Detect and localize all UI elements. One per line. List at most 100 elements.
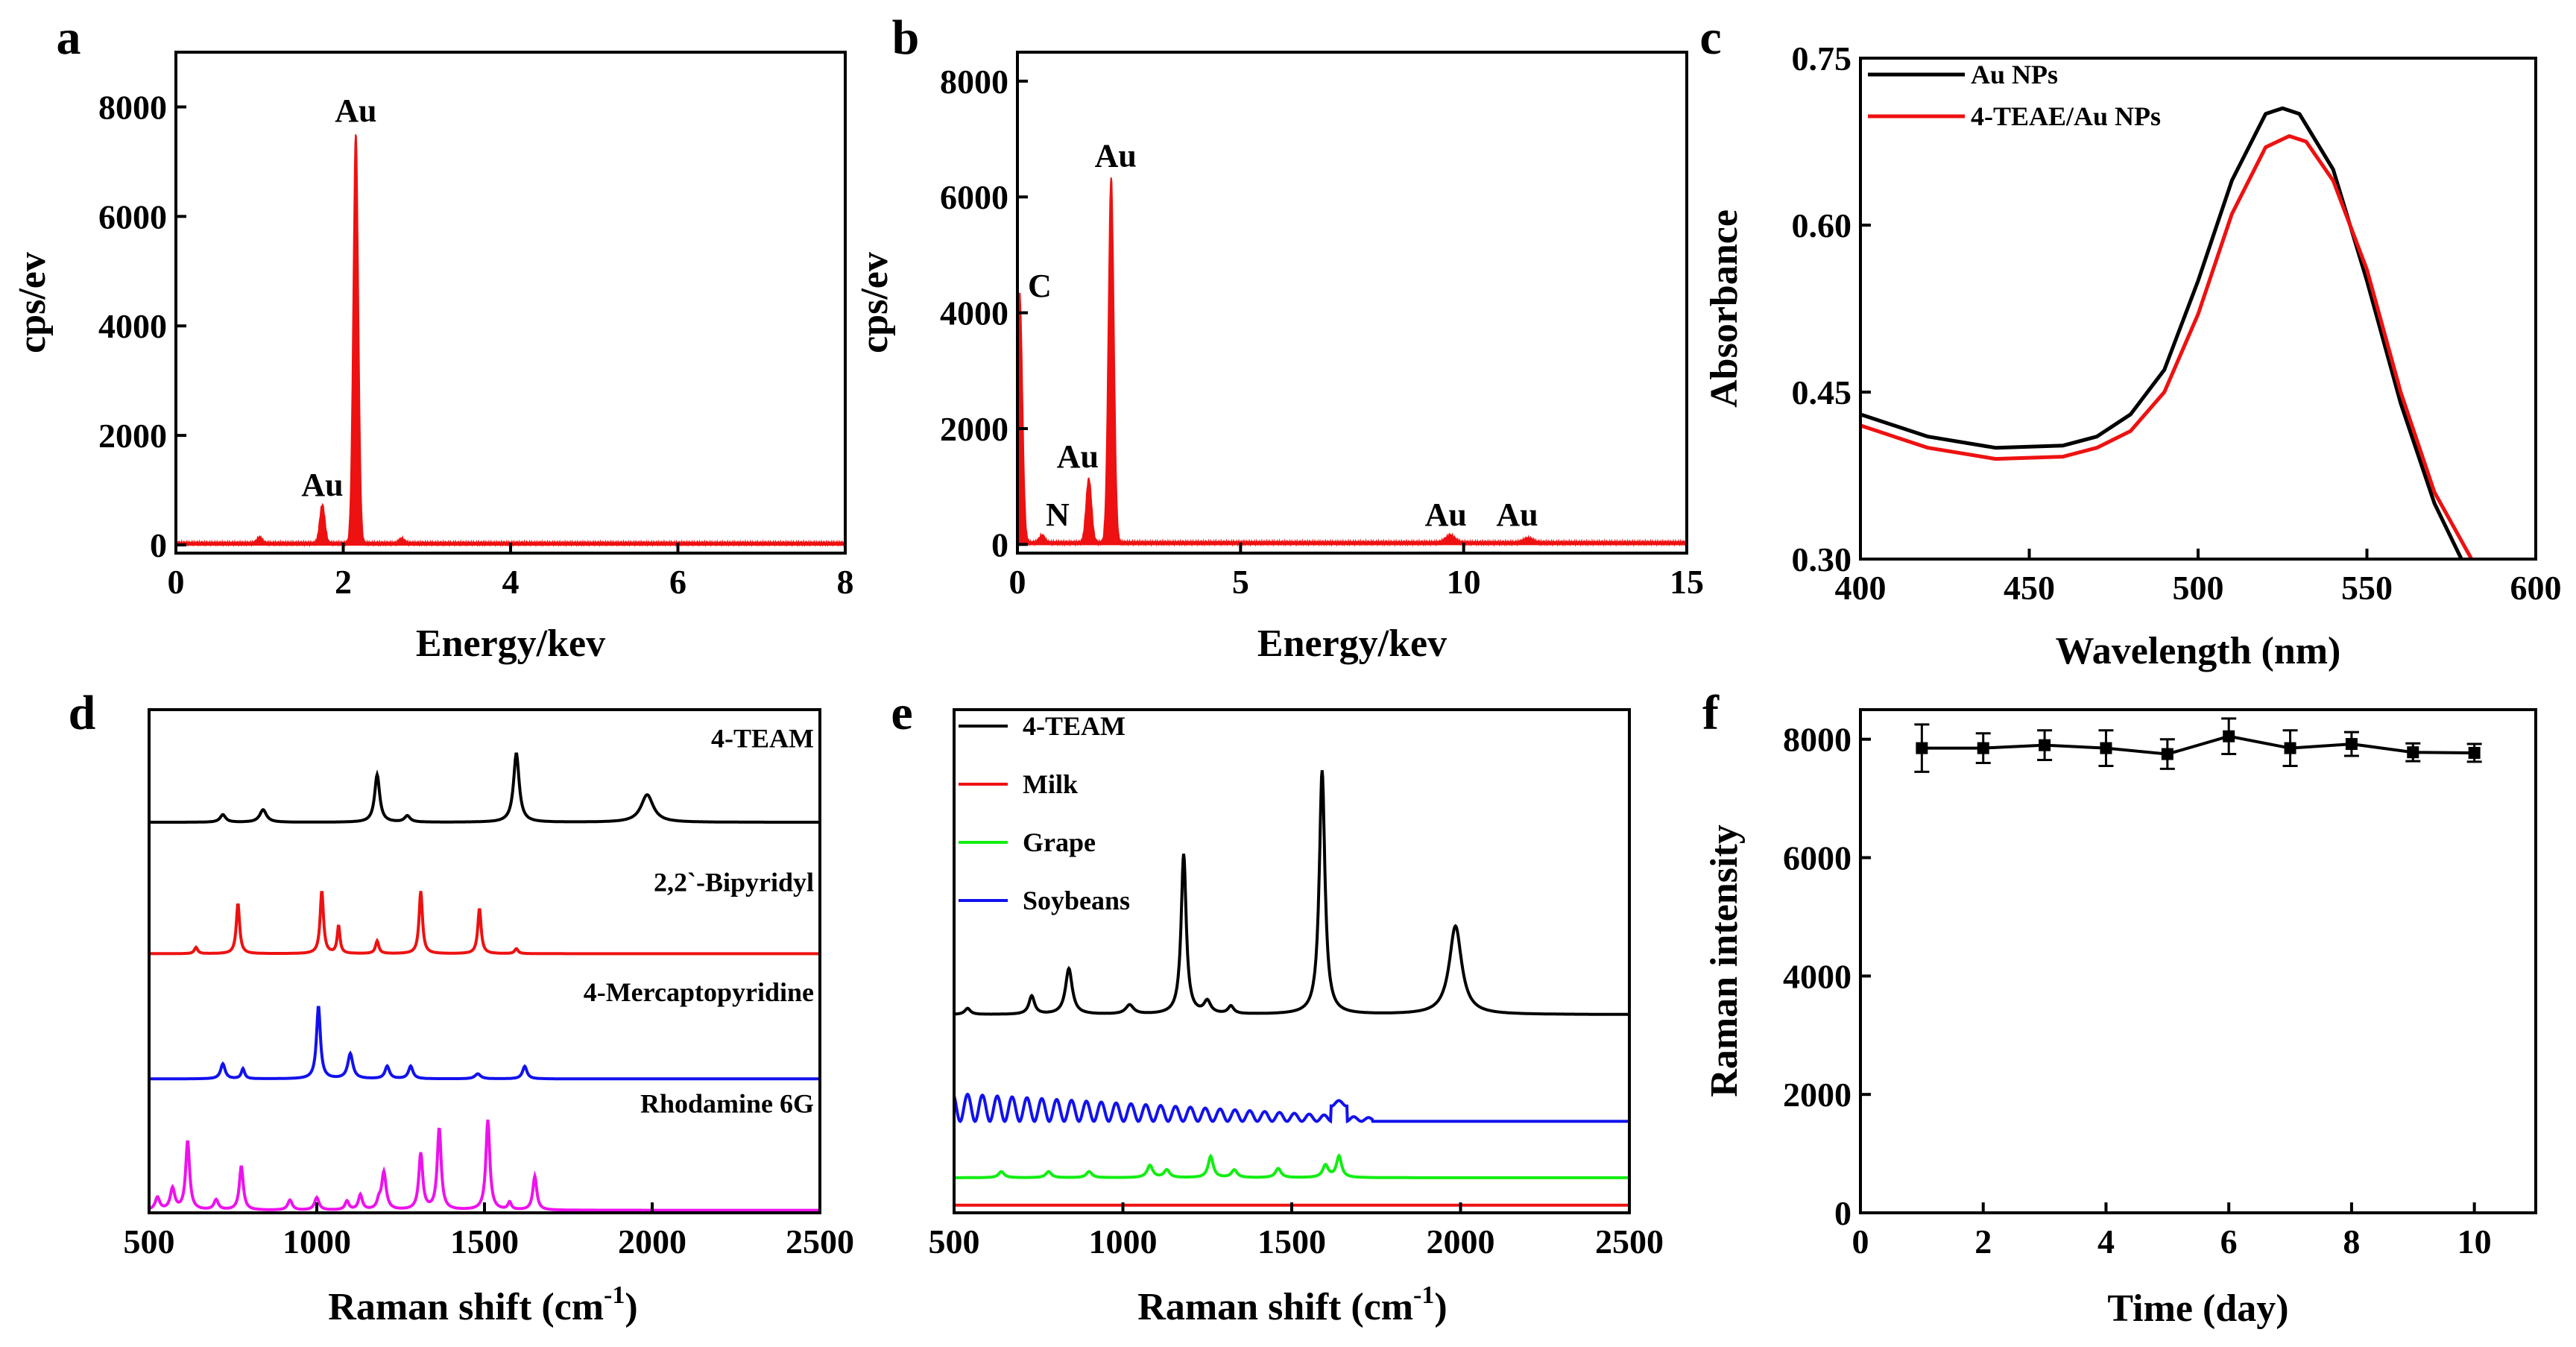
x-tick-label: 2000 bbox=[618, 1223, 686, 1261]
panel-label-b: b bbox=[892, 10, 920, 65]
x-tick-label: 600 bbox=[2510, 569, 2562, 607]
data-point bbox=[2345, 738, 2358, 751]
spectrum-line bbox=[148, 1119, 820, 1212]
plot-frame-e bbox=[953, 708, 1631, 1214]
x-tick-label: 5 bbox=[1232, 563, 1249, 601]
x-tick-label: 2500 bbox=[1595, 1223, 1664, 1261]
x-tick-label: 2 bbox=[1974, 1223, 1992, 1261]
legend-label: 4-TEAM bbox=[1023, 711, 1126, 741]
y-tick-label: 0.30 bbox=[1792, 540, 1852, 578]
spectrum-line bbox=[953, 770, 1629, 1016]
y-axis-label-c: Absorbance bbox=[1703, 209, 1746, 408]
spectrum-label: 4-TEAM bbox=[711, 723, 814, 753]
peak-annotation: N bbox=[1046, 496, 1070, 533]
y-tick-label: 4000 bbox=[940, 294, 1008, 332]
panel-label-c: c bbox=[1699, 10, 1721, 65]
y-tick-label: 8000 bbox=[940, 63, 1008, 101]
panel-f: f 0 2 4 6 8 10 0 2000 4000 6000 8000 Time (day) Ra… bbox=[1702, 686, 2537, 1330]
x-tick-label: 0 bbox=[168, 563, 185, 601]
legend-label: Soybeans bbox=[1023, 886, 1130, 915]
y-axis-label-a: cps/ev bbox=[11, 252, 54, 353]
spectrum-line bbox=[953, 1092, 1629, 1124]
panel-label-a: a bbox=[57, 10, 81, 65]
x-tick-label: 8 bbox=[837, 563, 854, 601]
x-tick-label: 4 bbox=[502, 563, 520, 601]
data-point bbox=[2161, 748, 2174, 760]
x-axis-label-a: Energy/kev bbox=[416, 622, 605, 665]
peak-annotation: Au bbox=[1095, 137, 1137, 174]
plot-frame-a bbox=[174, 51, 847, 555]
legend-label: Grape bbox=[1023, 827, 1096, 857]
panel-e: e 4-TEAM Milk Grape Soybeans 500 1000 1500 2000… bbox=[891, 686, 1664, 1328]
plot-frame-b bbox=[1016, 51, 1688, 555]
x-tick-label: 1500 bbox=[1257, 1223, 1326, 1261]
plot-frame-f bbox=[1859, 708, 2537, 1214]
spectrum-line bbox=[149, 891, 820, 956]
peak-annotation: Au bbox=[301, 467, 343, 503]
y-tick-label: 2000 bbox=[940, 410, 1008, 448]
data-point bbox=[2407, 746, 2419, 759]
data-point bbox=[1916, 742, 1928, 754]
spectrum-label: Rhodamine 6G bbox=[640, 1089, 814, 1119]
x-axis-label-f: Time (day) bbox=[2107, 1287, 2288, 1330]
y-tick-label: 6000 bbox=[1783, 839, 1852, 877]
panel-d: d 4-TEAM 2,2`-Bipyridyl 4-Mercaptopyridine… bbox=[69, 686, 854, 1328]
y-tick-label: 2000 bbox=[1783, 1076, 1852, 1114]
x-tick-label: 15 bbox=[1670, 563, 1704, 601]
y-tick-label: 0 bbox=[991, 526, 1008, 564]
data-point bbox=[2284, 742, 2296, 754]
x-tick-label: 2000 bbox=[1427, 1223, 1495, 1261]
x-tick-label: 1500 bbox=[450, 1223, 519, 1261]
x-tick-label: 500 bbox=[929, 1223, 980, 1261]
spectrum-line bbox=[149, 1006, 820, 1081]
plot-frame-d bbox=[148, 708, 821, 1214]
peak-annotation: Au bbox=[1057, 438, 1099, 475]
panel-label-e: e bbox=[891, 686, 912, 740]
y-tick-label: 4000 bbox=[1783, 957, 1852, 995]
x-tick-label: 550 bbox=[2341, 569, 2393, 607]
x-tick-label: 10 bbox=[2457, 1223, 2492, 1261]
peak-annotation: C bbox=[1028, 268, 1052, 304]
x-tick-label: 10 bbox=[1447, 563, 1481, 601]
spectrum-area bbox=[1017, 177, 1688, 547]
peak-annotation: Au bbox=[1496, 496, 1538, 533]
spectrum-label: 4-Mercaptopyridine bbox=[584, 977, 814, 1007]
y-tick-label: 2000 bbox=[98, 417, 167, 455]
x-tick-label: 6 bbox=[2220, 1223, 2238, 1261]
panel-b: b 0 5 10 15 0 2000 4000 6000 8000 C N Au Au Au Au Ener… bbox=[853, 10, 1704, 665]
x-tick-label: 1000 bbox=[282, 1223, 351, 1261]
y-tick-label: 8000 bbox=[1783, 721, 1852, 759]
y-axis-label-f: Raman intensity bbox=[1703, 824, 1746, 1097]
series-line bbox=[1922, 734, 2475, 756]
peak-annotation: Au bbox=[1425, 496, 1467, 533]
panel-label-f: f bbox=[1702, 686, 1720, 740]
series-line-au-nps bbox=[1860, 106, 2463, 561]
plot-frame-c bbox=[1859, 57, 2537, 561]
spectrum-label: 2,2`-Bipyridyl bbox=[654, 867, 814, 897]
y-tick-label: 6000 bbox=[940, 178, 1008, 216]
x-tick-label: 6 bbox=[669, 563, 686, 601]
y-tick-label: 0 bbox=[1834, 1194, 1852, 1232]
y-tick-label: 6000 bbox=[98, 198, 167, 236]
y-axis-label-b: cps/ev bbox=[853, 252, 896, 353]
x-tick-label: 2 bbox=[335, 563, 352, 601]
x-axis-label-c: Wavelength (nm) bbox=[2056, 630, 2341, 672]
x-tick-label: 500 bbox=[2173, 569, 2224, 607]
y-tick-label: 8000 bbox=[98, 88, 167, 126]
y-tick-label: 0.75 bbox=[1792, 40, 1852, 78]
y-tick-label: 0.45 bbox=[1792, 373, 1852, 411]
x-tick-label: 450 bbox=[2004, 569, 2055, 607]
series-line-teae-au-nps bbox=[1860, 134, 2474, 561]
data-point bbox=[2100, 742, 2112, 754]
y-tick-label: 0.60 bbox=[1792, 206, 1852, 245]
legend-label: Milk bbox=[1023, 769, 1078, 799]
x-tick-label: 0 bbox=[1852, 1223, 1869, 1261]
data-point bbox=[2223, 730, 2235, 742]
x-tick-label: 0 bbox=[1009, 563, 1026, 601]
panel-label-d: d bbox=[69, 686, 96, 740]
spectrum-line bbox=[149, 752, 820, 824]
data-point bbox=[2468, 746, 2481, 759]
spectrum-line bbox=[954, 1153, 1629, 1179]
